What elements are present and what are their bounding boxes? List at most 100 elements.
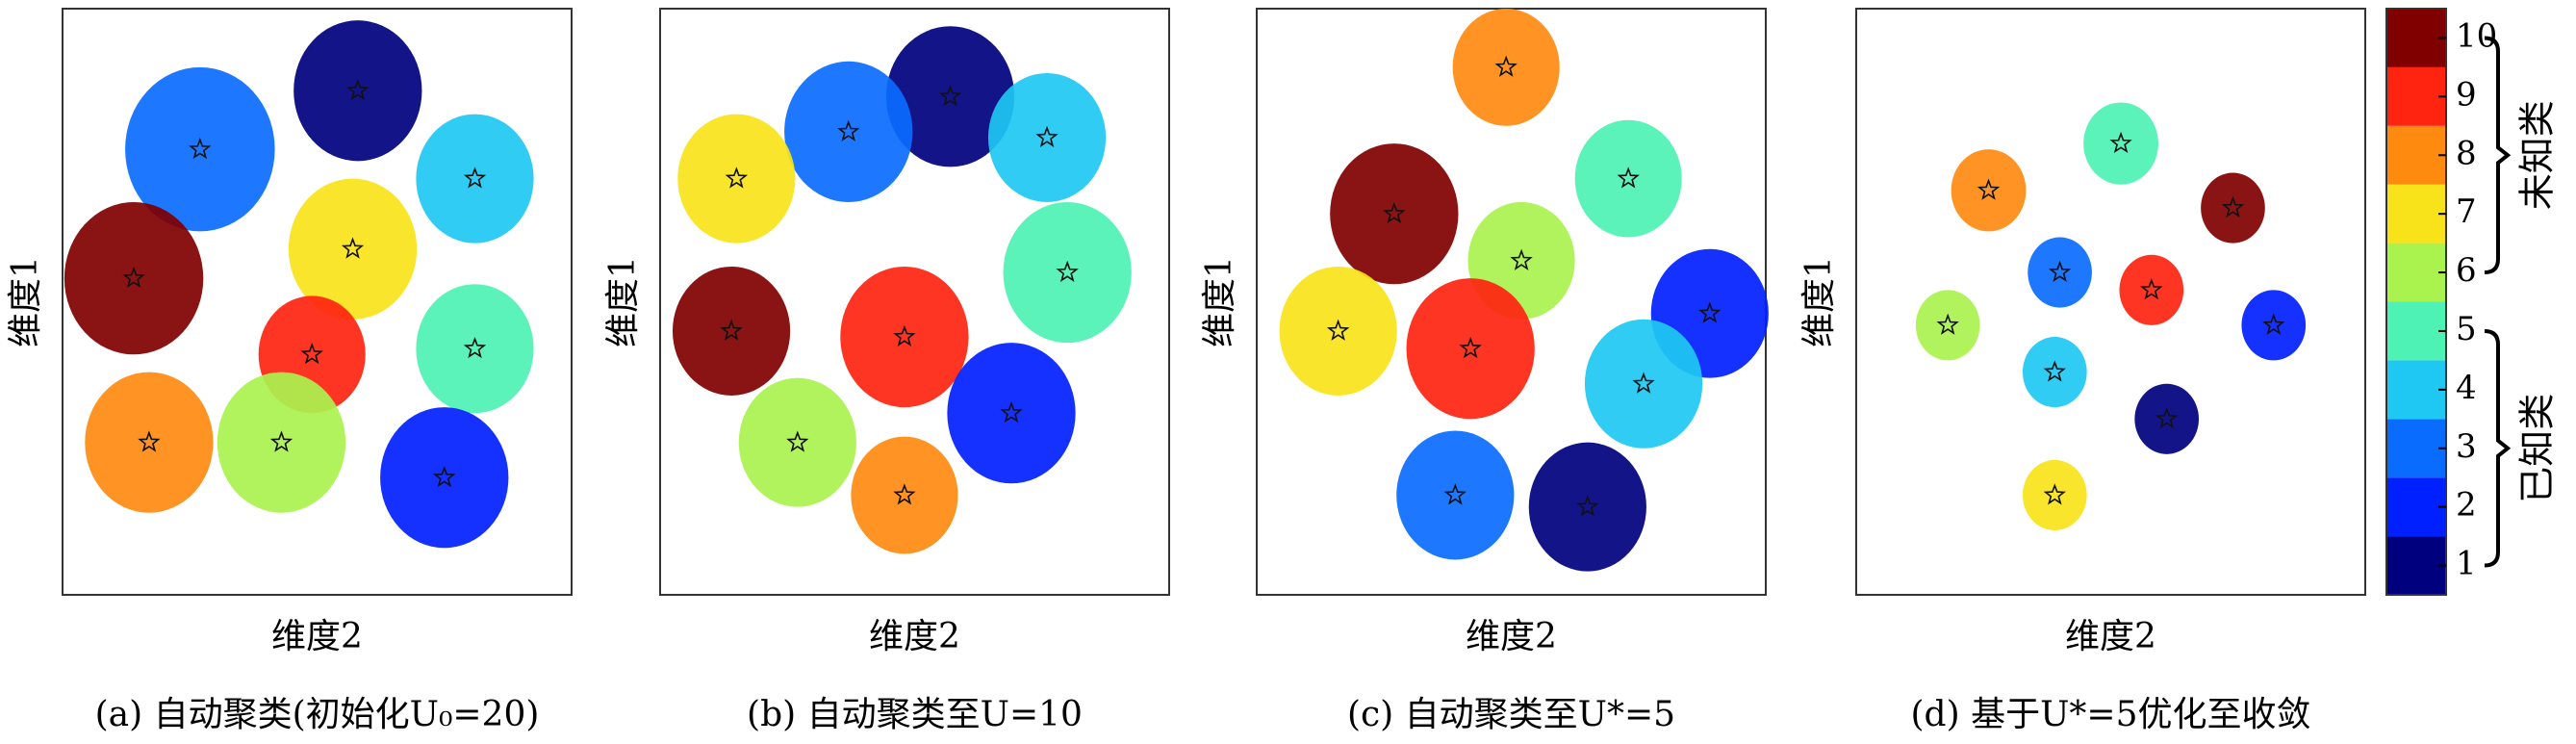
cluster-center-star bbox=[1494, 55, 1518, 77]
cluster-center-star bbox=[1632, 372, 1655, 394]
cluster-center-star bbox=[433, 465, 456, 488]
panel-caption: (a) 自动聚类(初始化U₀=20) bbox=[95, 695, 540, 734]
cluster-center-star bbox=[189, 137, 212, 160]
cluster bbox=[1003, 201, 1132, 344]
group-label: 未知类 bbox=[2516, 100, 2559, 210]
cluster-center-star bbox=[2155, 407, 2179, 429]
cluster-center-star bbox=[2048, 260, 2072, 282]
cluster-center-star bbox=[1977, 178, 2001, 200]
cluster-center-star bbox=[893, 483, 916, 505]
cluster-center-star bbox=[2262, 313, 2285, 335]
cluster bbox=[738, 377, 856, 507]
y-axis-label: 维度1 bbox=[1799, 256, 1839, 347]
cluster-center-star bbox=[2043, 360, 2066, 382]
cluster-center-star bbox=[1443, 483, 1467, 505]
cluster bbox=[1528, 442, 1646, 572]
colorbar-tick-label: 7 bbox=[2456, 192, 2477, 231]
colorbar-tick-label: 3 bbox=[2456, 427, 2477, 466]
x-axis-label: 维度2 bbox=[2065, 617, 2156, 656]
colorbar-tick-label: 9 bbox=[2456, 75, 2477, 114]
cluster bbox=[1915, 290, 1980, 361]
colorbar-cell bbox=[2386, 9, 2446, 67]
cluster bbox=[2022, 337, 2087, 408]
colorbar-tick-label: 1 bbox=[2456, 545, 2477, 583]
cluster bbox=[1574, 119, 1682, 238]
x-axis-label: 维度2 bbox=[1466, 617, 1557, 656]
cluster bbox=[416, 114, 534, 244]
colorbar-cell bbox=[2386, 477, 2446, 537]
cluster-center-star bbox=[138, 430, 161, 452]
group-label: 已知类 bbox=[2516, 394, 2559, 503]
cluster bbox=[288, 178, 418, 320]
cluster bbox=[1279, 266, 1397, 396]
cluster bbox=[2022, 459, 2087, 531]
cluster-center-star bbox=[269, 430, 293, 452]
cluster-center-star bbox=[2109, 131, 2132, 154]
cluster bbox=[677, 114, 796, 244]
y-axis-label: 维度1 bbox=[1200, 256, 1239, 347]
colorbar-tick-label: 2 bbox=[2456, 486, 2477, 525]
colorbar-cell bbox=[2386, 536, 2446, 595]
cluster bbox=[851, 436, 958, 554]
cluster bbox=[672, 266, 791, 396]
colorbar-cell bbox=[2386, 66, 2446, 126]
cluster-center-star bbox=[2043, 483, 2066, 505]
cluster-center-star bbox=[786, 430, 809, 452]
cluster-center-star bbox=[2140, 278, 2163, 300]
cluster bbox=[2119, 254, 2184, 325]
cluster-center-star bbox=[1936, 313, 1959, 335]
cluster bbox=[1452, 9, 1560, 126]
cluster-center-star bbox=[725, 167, 749, 189]
cluster-center-star bbox=[1576, 495, 1599, 517]
colorbar-tick-label: 6 bbox=[2456, 251, 2477, 290]
cluster bbox=[947, 343, 1076, 484]
colorbar-cell bbox=[2386, 360, 2446, 420]
cluster-center-star bbox=[1056, 260, 1079, 282]
cluster bbox=[217, 372, 346, 513]
x-axis-label: 维度2 bbox=[869, 617, 960, 656]
cluster-center-star bbox=[837, 119, 860, 141]
cluster-center-star bbox=[1383, 201, 1406, 224]
group-bracket bbox=[2484, 328, 2512, 568]
cluster bbox=[1951, 149, 2027, 232]
cluster bbox=[1330, 143, 1459, 285]
cluster bbox=[2241, 290, 2307, 361]
cluster bbox=[2134, 383, 2200, 454]
cluster bbox=[2028, 237, 2092, 308]
cluster bbox=[416, 284, 534, 414]
colorbar-frame bbox=[2385, 8, 2447, 596]
cluster-center-star bbox=[1617, 167, 1640, 189]
cluster-center-star bbox=[1510, 248, 1533, 270]
cluster-center-star bbox=[893, 324, 916, 346]
cluster-center-star bbox=[463, 336, 487, 359]
cluster-center-star bbox=[1698, 301, 1722, 323]
cluster-center-star bbox=[122, 266, 145, 289]
cluster bbox=[1584, 319, 1703, 449]
cluster bbox=[380, 407, 509, 549]
cluster-center-star bbox=[463, 167, 487, 189]
cluster bbox=[64, 201, 204, 355]
colorbar-tick-label: 5 bbox=[2456, 310, 2477, 348]
cluster-center-star bbox=[300, 343, 323, 365]
colorbar-tick-label: 8 bbox=[2456, 134, 2477, 172]
cluster-center-star bbox=[1035, 125, 1058, 147]
cluster bbox=[987, 72, 1107, 202]
cluster bbox=[2201, 172, 2265, 244]
colorbar-cell bbox=[2386, 184, 2446, 244]
colorbar-cell bbox=[2386, 419, 2446, 478]
cluster-center-star bbox=[1000, 400, 1023, 423]
colorbar-cell bbox=[2386, 243, 2446, 302]
colorbar-cell bbox=[2386, 301, 2446, 361]
cluster bbox=[784, 61, 913, 202]
panel-caption: (d) 基于U*=5优化至收敛 bbox=[1911, 695, 2311, 734]
cluster-center-star bbox=[1459, 336, 1482, 359]
panel-caption: (b) 自动聚类至U=10 bbox=[747, 695, 1083, 734]
cluster-center-star bbox=[938, 85, 962, 107]
cluster-center-star bbox=[346, 79, 370, 101]
cluster bbox=[1406, 278, 1535, 420]
cluster-center-star bbox=[341, 237, 365, 259]
cluster-center-star bbox=[2221, 195, 2245, 218]
cluster bbox=[293, 20, 422, 162]
cluster bbox=[2083, 102, 2158, 185]
cluster-center-star bbox=[720, 319, 743, 341]
